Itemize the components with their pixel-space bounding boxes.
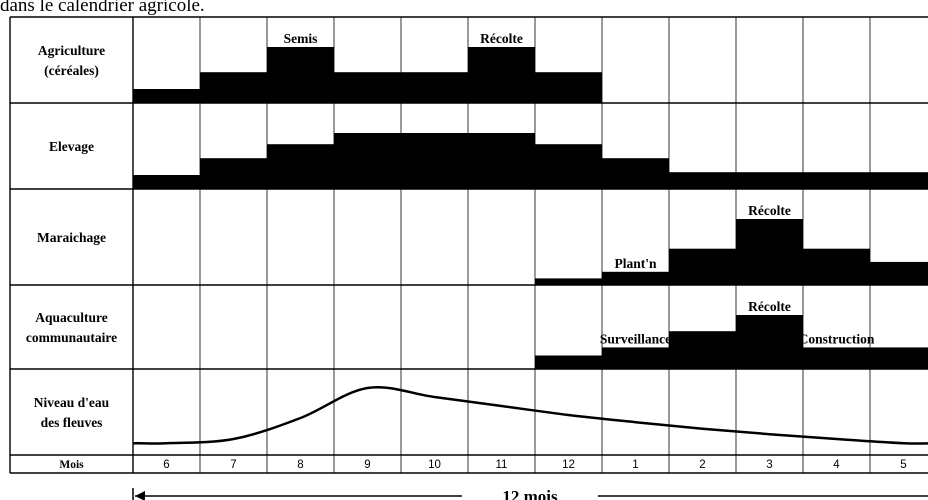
activity-bar-aquaculture-2: [669, 331, 736, 369]
activity-bar-maraichage-2: [669, 248, 736, 285]
row-label-aquaculture: communautaire: [26, 330, 117, 345]
month-label: 12: [562, 459, 575, 471]
activity-bar-agriculture-11: [468, 47, 535, 103]
month-label: 5: [900, 459, 906, 471]
stage-label-aquaculture: Surveillance: [600, 331, 671, 346]
activity-bar-aquaculture-3: [736, 315, 803, 369]
activity-bar-elevage-6: [133, 175, 200, 189]
caption: dans le calendrier agricole.: [0, 0, 205, 16]
activity-bar-elevage-9: [334, 133, 401, 189]
water-level-curve: [132, 386, 928, 445]
stage-label-agriculture: Récolte: [480, 31, 523, 46]
months-header: Mois: [59, 459, 84, 471]
month-label: 10: [428, 459, 441, 471]
stage-label-aquaculture: Récolte: [748, 299, 791, 314]
stage-label-agriculture: Semis: [284, 31, 318, 46]
row-label-niveau-eau: Niveau d'eau: [34, 395, 110, 410]
span-arrowhead-icon: [135, 491, 145, 500]
activity-bar-aquaculture-4: [803, 347, 870, 369]
activity-bar-elevage-3: [736, 172, 803, 189]
row-label-agriculture: (céréales): [44, 63, 99, 78]
activity-bar-elevage-7: [200, 158, 267, 189]
month-label: 7: [230, 459, 236, 471]
activity-bar-elevage-4: [803, 172, 870, 189]
month-label: 4: [833, 459, 840, 471]
activity-bar-agriculture-10: [401, 72, 468, 103]
activity-bar-aquaculture-5: [870, 347, 928, 369]
activity-bar-maraichage-1: [602, 271, 669, 285]
activity-bar-elevage-8: [267, 144, 334, 189]
activity-bar-elevage-5: [870, 172, 928, 189]
row-label-aquaculture: Aquaculture: [35, 310, 108, 325]
activity-bar-maraichage-4: [803, 248, 870, 285]
month-label: 9: [364, 459, 370, 471]
activity-bar-elevage-1: [602, 158, 669, 189]
stage-label-maraichage: Récolte: [748, 203, 791, 218]
activity-bar-elevage-2: [669, 172, 736, 189]
activity-bar-elevage-10: [401, 133, 468, 189]
activity-bar-agriculture-6: [133, 89, 200, 103]
activity-bar-aquaculture-12: [535, 355, 602, 369]
row-label-maraichage: Maraichage: [37, 230, 106, 245]
row-label-agriculture: Agriculture: [38, 43, 105, 58]
stage-label-maraichage: Plant'n: [614, 256, 657, 271]
activity-bar-elevage-12: [535, 144, 602, 189]
stage-label-aquaculture: Construction: [799, 331, 875, 346]
activity-bar-elevage-11: [468, 133, 535, 189]
activity-bar-agriculture-7: [200, 72, 267, 103]
row-label-elevage: Elevage: [49, 139, 94, 154]
month-label: 1: [632, 459, 638, 471]
month-label: 11: [496, 459, 508, 471]
activity-bar-agriculture-8: [267, 47, 334, 103]
activity-bar-maraichage-3: [736, 219, 803, 285]
span-label: 12 mois: [502, 487, 558, 500]
activity-bar-agriculture-12: [535, 72, 602, 103]
month-label: 6: [163, 459, 169, 471]
month-label: 3: [766, 459, 772, 471]
activity-bar-agriculture-9: [334, 72, 401, 103]
activity-bar-aquaculture-1: [602, 347, 669, 369]
month-label: 2: [699, 459, 705, 471]
activity-bar-maraichage-5: [870, 261, 928, 285]
month-label: 8: [297, 459, 303, 471]
activity-bar-maraichage-12: [535, 278, 602, 285]
row-label-niveau-eau: des fleuves: [41, 415, 103, 430]
